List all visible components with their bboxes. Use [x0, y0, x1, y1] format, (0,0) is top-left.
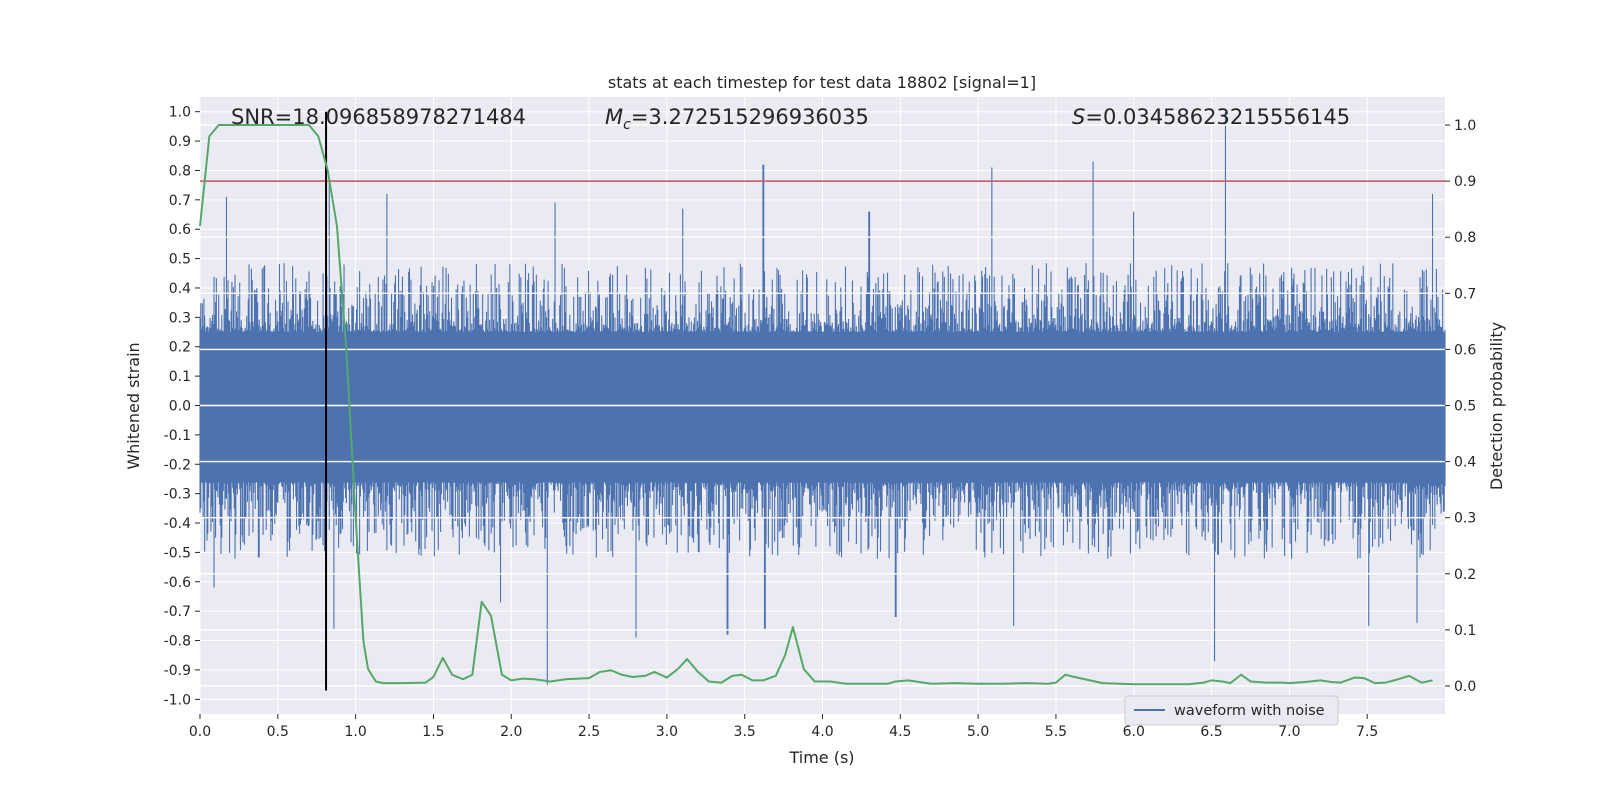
y-right-tick-label: 0.4: [1454, 455, 1476, 471]
overlay-lines: [199, 111, 1445, 691]
y-right-tick-label: 0.1: [1454, 623, 1476, 639]
chirp-mass-annotation: Mc=3.272515296936035: [605, 105, 869, 133]
y-right-tick-label: 0.7: [1454, 286, 1476, 302]
x-tick-label: 6.5: [1200, 724, 1222, 740]
x-tick-label: 1.0: [344, 724, 366, 740]
detection-probability-line: [199, 124, 1433, 686]
y-axis-left-label: Whitened strain: [124, 342, 143, 469]
y-right-tick-label: 0.2: [1454, 567, 1476, 583]
y-right-tick-label: 0.9: [1454, 174, 1476, 190]
y-left-tick-label: -0.6: [164, 575, 191, 591]
s-annotation: S=0.03458623215556145: [1072, 105, 1350, 129]
x-tick-label: 7.0: [1278, 724, 1300, 740]
y-right-tick-label: 0.3: [1454, 511, 1476, 527]
y-right-tick-label: 0.6: [1454, 342, 1476, 358]
y-left-tick-label: -0.2: [164, 457, 191, 473]
y-axis-right-label: Detection probability: [1487, 322, 1506, 490]
y-left-tick-label: -0.9: [164, 663, 191, 679]
chirp-mass-subscript: c: [623, 117, 631, 133]
legend-box: [1124, 695, 1339, 726]
x-tick-label: 0.0: [189, 724, 211, 740]
y-left-tick-label: -0.4: [164, 516, 191, 532]
y-right-tick-label: 0.8: [1454, 230, 1476, 246]
y-left-tick-label: 0.9: [169, 134, 191, 150]
chirp-mass-value: =3.272515296936035: [631, 105, 869, 129]
x-tick-label: 2.0: [500, 724, 522, 740]
x-tick-label: 0.5: [267, 724, 289, 740]
x-tick-label: 3.5: [734, 724, 756, 740]
chirp-mass-symbol: M: [605, 105, 623, 129]
y-left-tick-label: -0.3: [164, 487, 191, 503]
x-tick-label: 7.5: [1356, 724, 1378, 740]
x-tick-label: 5.0: [967, 724, 989, 740]
y-left-tick-label: 1.0: [169, 105, 191, 121]
y-left-tick-label: -0.7: [164, 604, 191, 620]
x-axis-label: Time (s): [788, 748, 854, 767]
s-value: =0.03458623215556145: [1085, 105, 1350, 129]
x-tick-label: 5.5: [1045, 724, 1067, 740]
y-left-tick-label: 0.7: [169, 193, 191, 209]
y-left-tick-label: -0.1: [164, 428, 191, 444]
axis-ticks: 0.0 0.5 1.0 1.5 2.0 2.5 3.0 3.5 4.0 4.5 5.0 5.5 6.0 6…: [164, 105, 1477, 740]
x-tick-label: 3.0: [656, 724, 678, 740]
chart-title: stats at each timestep for test data 188…: [608, 73, 1036, 92]
x-tick-label: 2.5: [578, 724, 600, 740]
y-left-tick-label: 0.4: [169, 281, 191, 297]
y-left-tick-label: 0.3: [169, 310, 191, 326]
y-right-tick-label: 0.5: [1454, 399, 1476, 415]
y-left-tick-label: -0.8: [164, 634, 191, 650]
y-left-tick-label: 0.6: [169, 222, 191, 238]
y-right-tick-label: 0.0: [1454, 679, 1476, 695]
y-left-tick-label: 0.1: [169, 369, 191, 385]
snr-annotation: SNR=18.096858978271484: [231, 105, 526, 129]
x-tick-label: 6.0: [1123, 724, 1145, 740]
legend: waveform with noise: [1124, 695, 1339, 726]
x-tick-label: 4.5: [889, 724, 911, 740]
y-left-tick-label: -0.5: [164, 545, 191, 561]
y-left-tick-label: -1.0: [164, 692, 191, 708]
y-left-tick-label: 0.5: [169, 252, 191, 268]
y-left-tick-label: 0.8: [169, 163, 191, 179]
y-right-tick-label: 1.0: [1454, 118, 1476, 134]
x-tick-label: 1.5: [422, 724, 444, 740]
legend-label-waveform: waveform with noise: [1174, 703, 1325, 719]
x-tick-label: 4.0: [811, 724, 833, 740]
y-left-tick-label: 0.0: [169, 399, 191, 415]
y-left-tick-label: 0.2: [169, 340, 191, 356]
s-symbol: S: [1072, 105, 1085, 129]
